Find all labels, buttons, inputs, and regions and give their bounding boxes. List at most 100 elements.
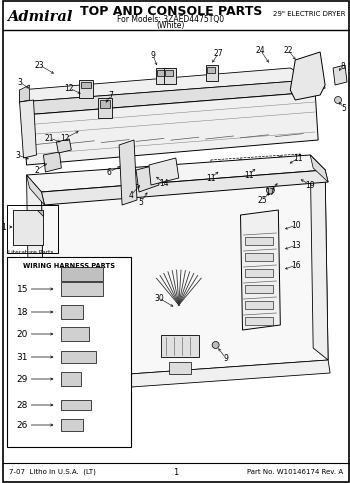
Text: 14: 14 — [159, 179, 169, 187]
Bar — [98, 98, 112, 118]
Polygon shape — [149, 158, 179, 185]
Bar — [61, 282, 103, 296]
Bar — [165, 70, 173, 76]
Bar — [61, 419, 83, 431]
Polygon shape — [20, 68, 310, 102]
Text: 29: 29 — [16, 374, 28, 384]
Circle shape — [252, 164, 258, 170]
Circle shape — [275, 176, 282, 184]
Text: 22: 22 — [284, 45, 293, 55]
Text: 9: 9 — [223, 354, 228, 363]
Circle shape — [287, 161, 293, 167]
Text: 7-07  Litho in U.S.A.  (LT): 7-07 Litho in U.S.A. (LT) — [9, 469, 96, 475]
Bar — [61, 400, 91, 410]
Text: 24: 24 — [256, 45, 265, 55]
Text: 6: 6 — [107, 168, 112, 176]
Polygon shape — [41, 170, 328, 380]
Bar — [100, 100, 110, 108]
Text: 18: 18 — [16, 308, 28, 316]
Text: 19: 19 — [306, 181, 315, 189]
Text: 1: 1 — [1, 223, 6, 231]
Bar — [245, 285, 273, 293]
Text: 12: 12 — [61, 133, 70, 142]
Bar — [61, 372, 81, 386]
Polygon shape — [310, 155, 328, 360]
Circle shape — [258, 158, 262, 162]
Bar — [207, 67, 215, 73]
Bar — [81, 82, 91, 88]
Bar — [61, 327, 89, 341]
Text: 8: 8 — [341, 61, 345, 71]
Text: (White): (White) — [157, 20, 185, 29]
Bar — [245, 317, 273, 325]
Text: 3: 3 — [17, 77, 22, 86]
Polygon shape — [290, 52, 325, 100]
Text: 4: 4 — [128, 190, 133, 199]
Polygon shape — [13, 210, 43, 245]
Text: 25: 25 — [258, 196, 267, 204]
Text: 7: 7 — [109, 90, 113, 99]
Text: 5: 5 — [139, 198, 143, 207]
Polygon shape — [20, 100, 36, 158]
Circle shape — [212, 341, 219, 349]
Text: 12: 12 — [65, 84, 74, 93]
Circle shape — [298, 155, 302, 159]
Bar — [245, 269, 273, 277]
Text: For Models: 3ZAED4475TQ0: For Models: 3ZAED4475TQ0 — [117, 14, 224, 24]
Text: 27: 27 — [214, 48, 223, 57]
Circle shape — [278, 156, 282, 160]
Bar — [245, 301, 273, 309]
Circle shape — [295, 175, 301, 181]
Text: 15: 15 — [16, 284, 28, 294]
Polygon shape — [333, 65, 347, 85]
Polygon shape — [23, 92, 318, 165]
Text: 21: 21 — [45, 133, 54, 142]
Text: WIRING HARNESS PARTS: WIRING HARNESS PARTS — [23, 263, 115, 269]
Polygon shape — [119, 140, 137, 205]
Text: 16: 16 — [292, 260, 301, 270]
Polygon shape — [27, 175, 44, 205]
Text: 11: 11 — [294, 154, 303, 162]
Text: Part No. W10146174 Rev. A: Part No. W10146174 Rev. A — [247, 469, 343, 475]
Text: 13: 13 — [292, 241, 301, 250]
Polygon shape — [240, 210, 280, 330]
Text: 9: 9 — [150, 51, 155, 59]
Text: 10: 10 — [292, 221, 301, 229]
Text: 1: 1 — [173, 468, 178, 477]
Polygon shape — [27, 155, 325, 192]
Bar — [7, 205, 58, 253]
Bar — [79, 80, 93, 98]
Polygon shape — [41, 170, 328, 205]
Circle shape — [219, 161, 223, 165]
Polygon shape — [136, 165, 159, 192]
Polygon shape — [310, 75, 325, 92]
Polygon shape — [37, 210, 43, 216]
Polygon shape — [44, 360, 330, 393]
Bar — [61, 305, 83, 319]
Text: 26: 26 — [16, 421, 28, 429]
Text: 5: 5 — [342, 103, 346, 113]
Bar — [245, 253, 273, 261]
Text: 23: 23 — [35, 60, 44, 70]
Text: 2: 2 — [34, 166, 39, 174]
Bar — [169, 362, 191, 374]
Text: 31: 31 — [16, 353, 28, 361]
Bar — [7, 257, 131, 447]
Text: 17: 17 — [266, 187, 275, 197]
Bar — [206, 65, 218, 81]
Bar — [156, 68, 168, 84]
Circle shape — [239, 159, 243, 163]
Bar — [161, 335, 199, 357]
Text: 3: 3 — [15, 151, 20, 159]
Bar — [61, 351, 96, 363]
Polygon shape — [310, 155, 328, 182]
Text: 11: 11 — [206, 173, 215, 183]
Text: 30: 30 — [154, 294, 164, 302]
Text: 29" ELECTRIC DRYER: 29" ELECTRIC DRYER — [273, 11, 345, 17]
Text: 28: 28 — [16, 400, 28, 410]
Text: Admiral: Admiral — [8, 10, 73, 24]
Bar — [245, 237, 273, 245]
Bar — [61, 267, 103, 281]
Polygon shape — [56, 139, 71, 153]
Text: 11: 11 — [244, 170, 253, 180]
